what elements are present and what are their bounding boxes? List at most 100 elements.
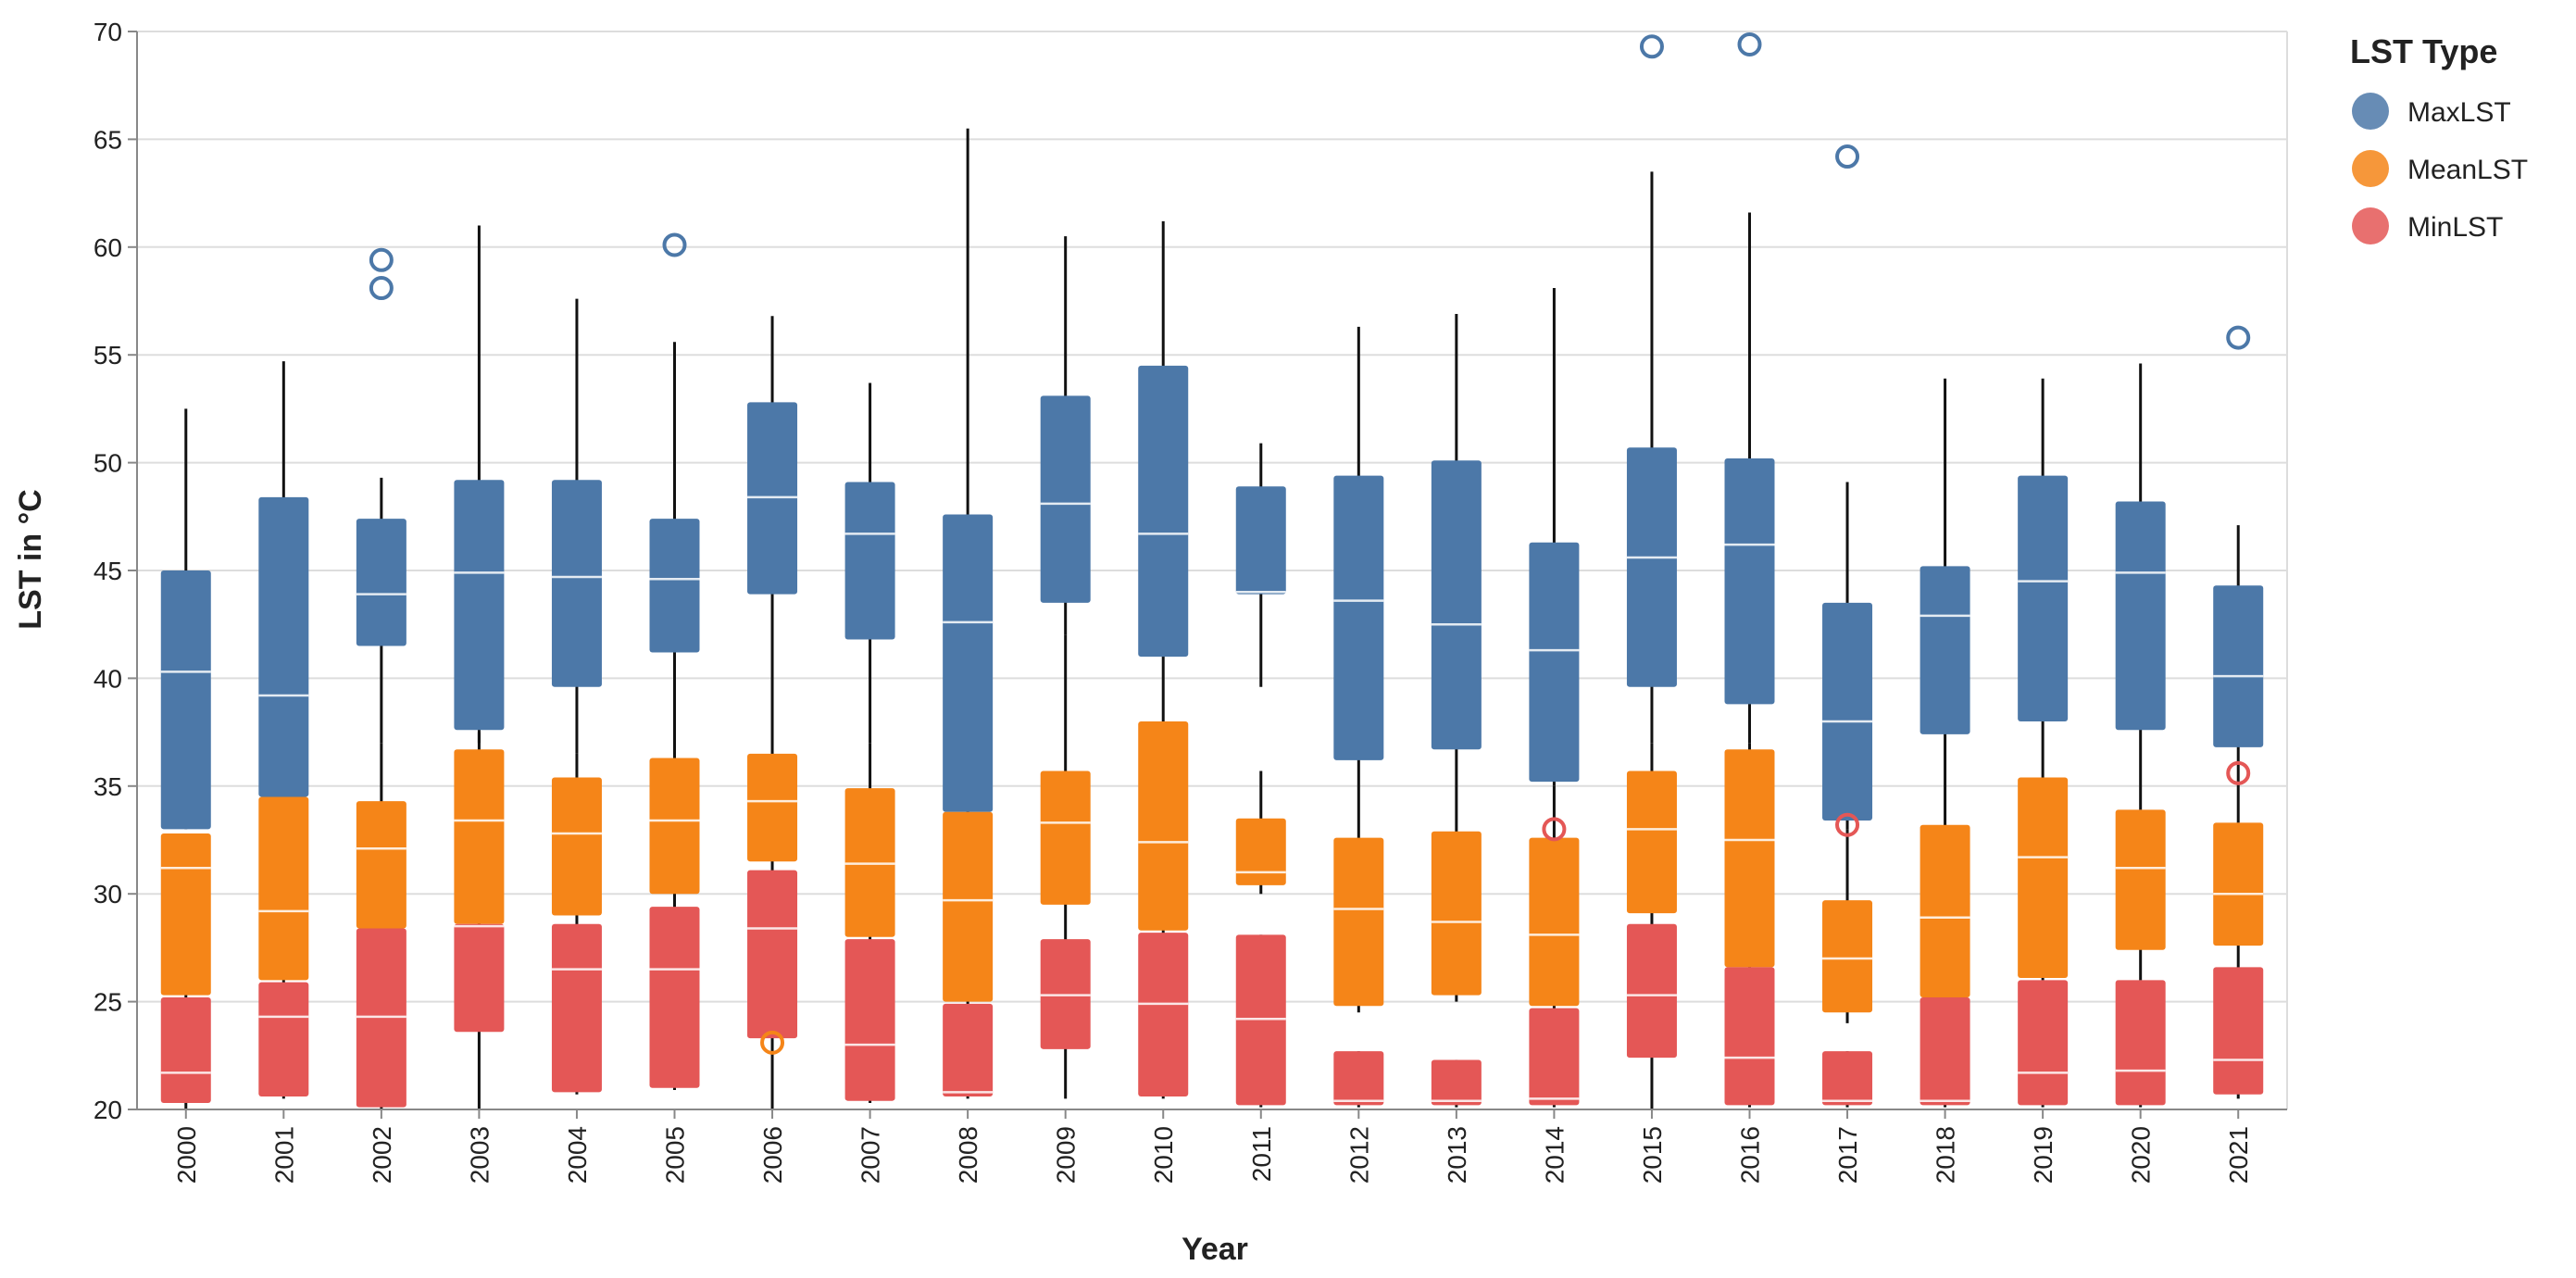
box-maxlst-2001	[258, 496, 309, 797]
box-meanlst-2005	[649, 758, 700, 895]
box-minlst-2015	[1626, 923, 1677, 1059]
box-minlst-2018	[1919, 996, 1970, 1106]
box-meanlst-2020	[2115, 809, 2166, 950]
y-tick-label-70: 70	[94, 18, 122, 46]
x-tick-label-2016: 2016	[1736, 1126, 1765, 1184]
box-minlst-2010	[1138, 933, 1189, 1097]
outlier-minlst-2021-0	[2226, 760, 2251, 785]
x-tick-label-2009: 2009	[1052, 1126, 1081, 1184]
y-tick-label-45: 45	[94, 557, 122, 585]
median-layer	[160, 495, 2264, 1102]
y-tick-label-55: 55	[94, 341, 122, 370]
box-meanlst-2017	[1822, 900, 1873, 1013]
box-meanlst-2003	[454, 749, 505, 924]
box-minlst-2000	[160, 996, 211, 1104]
outlier-minlst-2017-0	[1835, 812, 1860, 837]
outlier-maxlst-2021-0	[2226, 325, 2251, 350]
box-maxlst-2003	[454, 480, 505, 731]
box-minlst-2007	[844, 939, 895, 1101]
outlier-maxlst-2002-0	[369, 276, 394, 301]
box-maxlst-2019	[2018, 475, 2069, 721]
box-maxlst-2000	[160, 570, 211, 830]
x-tick-label-2002: 2002	[368, 1126, 396, 1184]
box-meanlst-2019	[2018, 777, 2069, 978]
outlier-maxlst-2017-0	[1835, 144, 1860, 169]
y-tick-label-50: 50	[94, 449, 122, 478]
box-meanlst-2016	[1724, 749, 1775, 968]
legend-entry-minlst: MinLST	[2352, 207, 2503, 244]
box-minlst-2014	[1529, 1008, 1580, 1106]
outlier-layer	[369, 31, 2251, 1055]
x-tick-label-2012: 2012	[1344, 1126, 1373, 1184]
outlier-maxlst-2016-0	[1737, 31, 1762, 56]
x-tick-label-2020: 2020	[2127, 1126, 2156, 1184]
legend-swatch-minlst	[2352, 207, 2389, 244]
x-tick-label-2004: 2004	[563, 1126, 592, 1184]
box-maxlst-2020	[2115, 501, 2166, 731]
box-meanlst-2008	[943, 811, 994, 1002]
legend: LST Type MaxLST MeanLST MinLST	[2350, 32, 2528, 244]
x-axis-title: Year	[1182, 1232, 1248, 1267]
x-tick-label-2011: 2011	[1247, 1126, 1276, 1182]
box-minlst-2013	[1431, 1059, 1482, 1106]
outlier-maxlst-2005-0	[662, 232, 687, 257]
box-minlst-2005	[649, 907, 700, 1088]
box-maxlst-2014	[1529, 542, 1580, 783]
x-tick-label-2017: 2017	[1833, 1126, 1862, 1184]
box-meanlst-2000	[160, 833, 211, 996]
box-maxlst-2015	[1626, 447, 1677, 687]
box-maxlst-2002	[356, 519, 406, 646]
box-minlst-2008	[943, 1003, 994, 1097]
legend-title: LST Type	[2350, 32, 2497, 70]
x-tick-label-2001: 2001	[269, 1126, 298, 1184]
box-minlst-2020	[2115, 980, 2166, 1106]
x-tick-label-2007: 2007	[857, 1126, 885, 1184]
box-meanlst-2014	[1529, 837, 1580, 1007]
box-minlst-2004	[551, 923, 602, 1093]
box-minlst-2021	[2213, 967, 2264, 1095]
y-axis-title: LST in °C	[13, 489, 48, 629]
x-tick-label-2010: 2010	[1149, 1126, 1178, 1184]
box-maxlst-2018	[1919, 566, 1970, 734]
box-minlst-2016	[1724, 967, 1775, 1106]
y-tick-label-60: 60	[94, 233, 122, 262]
x-tick-label-2021: 2021	[2224, 1126, 2253, 1184]
legend-entry-meanlst: MeanLST	[2352, 150, 2528, 187]
box-meanlst-2001	[258, 796, 309, 981]
y-tick-label-40: 40	[94, 664, 122, 693]
box-maxlst-2009	[1040, 395, 1091, 603]
box-maxlst-2010	[1138, 365, 1189, 658]
box-meanlst-2021	[2213, 822, 2264, 946]
legend-label-minlst: MinLST	[2407, 212, 2503, 243]
box-maxlst-2011	[1235, 486, 1286, 595]
x-tick-label-2005: 2005	[661, 1126, 690, 1184]
box-minlst-2017	[1822, 1051, 1873, 1106]
box-minlst-2006	[747, 870, 798, 1039]
legend-swatch-maxlst	[2352, 93, 2389, 130]
box-minlst-2001	[258, 982, 309, 1097]
legend-label-meanlst: MeanLST	[2407, 155, 2528, 185]
box-maxlst-2012	[1333, 475, 1384, 760]
box-meanlst-2011	[1235, 818, 1286, 885]
x-tick-label-2014: 2014	[1540, 1126, 1569, 1184]
box-minlst-2019	[2018, 980, 2069, 1106]
box-maxlst-2007	[844, 482, 895, 640]
box-maxlst-2016	[1724, 457, 1775, 705]
box-meanlst-2010	[1138, 720, 1189, 931]
box-meanlst-2018	[1919, 824, 1970, 997]
y-tick-label-20: 20	[94, 1096, 122, 1124]
legend-entry-maxlst: MaxLST	[2352, 93, 2511, 130]
box-maxlst-2005	[649, 519, 700, 653]
box-layer	[160, 365, 2264, 1108]
y-tick-label-65: 65	[94, 125, 122, 154]
box-meanlst-2002	[356, 801, 406, 929]
box-meanlst-2012	[1333, 837, 1384, 1007]
x-tick-label-2018: 2018	[1932, 1126, 1960, 1184]
x-tick-label-2006: 2006	[758, 1126, 787, 1184]
y-tick-label-35: 35	[94, 772, 122, 801]
x-tick-label-2013: 2013	[1443, 1126, 1471, 1184]
box-maxlst-2013	[1431, 460, 1482, 750]
box-maxlst-2017	[1822, 602, 1873, 821]
x-tick-label-2008: 2008	[954, 1126, 982, 1184]
